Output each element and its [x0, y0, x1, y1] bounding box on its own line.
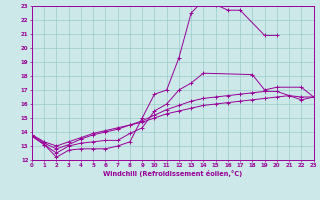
X-axis label: Windchill (Refroidissement éolien,°C): Windchill (Refroidissement éolien,°C)	[103, 170, 243, 177]
